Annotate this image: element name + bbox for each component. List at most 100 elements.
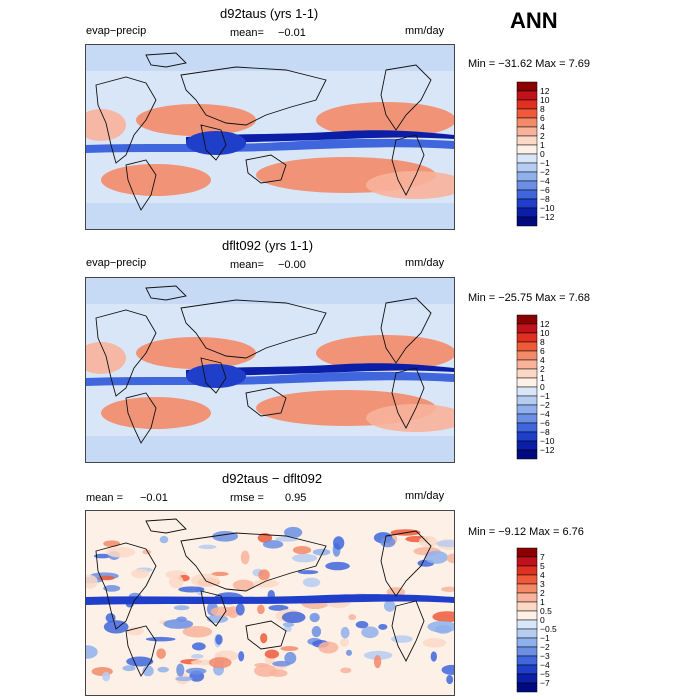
continent-outline — [145, 518, 187, 534]
continent-outline — [380, 64, 432, 131]
colorbar-swatch — [516, 90, 538, 101]
colorbar-swatch — [516, 314, 538, 325]
panel3-title: d92taus − dflt092 — [222, 471, 323, 486]
continent-outline — [125, 159, 157, 211]
panel3-colorbar: 7 5 4 3 2 1 0.5 0 −0.5 −1 −2 −3 −4 −5 −7 — [512, 546, 572, 694]
panel2-min-max: Min = −25.75 Max = 7.68 — [468, 292, 590, 304]
panel1-title: d92taus (yrs 1-1) — [220, 6, 319, 21]
colorbar-tick-label: 8 — [540, 104, 545, 114]
colorbar-tick-label: −6 — [540, 185, 550, 195]
continent-outline — [245, 154, 287, 184]
colorbar-tick-label: −8 — [540, 194, 550, 204]
colorbar-swatch — [516, 422, 538, 433]
colorbar-tick-label: 5 — [540, 561, 545, 571]
colorbar-swatch — [516, 359, 538, 370]
colorbar-swatch — [516, 162, 538, 173]
colorbar-tick-label: −5 — [540, 669, 550, 679]
panel1-map — [85, 44, 455, 230]
colorbar-swatch — [516, 332, 538, 343]
continent-outline — [391, 134, 425, 196]
panel1-colorbar: 12 10 8 6 4 2 1 0 −1 −2 −4 −6 −8 −10 −12 — [512, 80, 572, 228]
continent-outline — [95, 76, 157, 164]
continent-outline — [145, 52, 187, 68]
colorbar-swatch — [516, 180, 538, 191]
continent-outline — [380, 530, 432, 597]
panel1-variable-label: evap−precip — [86, 25, 147, 37]
colorbar-tick-label: 0.5 — [540, 606, 552, 616]
colorbar-tick-label: −4 — [540, 176, 550, 186]
continent-outline — [245, 387, 287, 417]
continent-outline — [200, 124, 227, 161]
colorbar-tick-label: 2 — [540, 364, 545, 374]
colorbar-tick-label: −7 — [540, 678, 550, 688]
colorbar-tick-label: −1 — [540, 391, 550, 401]
panel1-map-svg — [86, 45, 454, 229]
panel3-min-max: Min = −9.12 Max = 6.76 — [468, 526, 584, 538]
colorbar-swatch — [516, 440, 538, 451]
colorbar-tick-label: −1 — [540, 633, 550, 643]
colorbar-swatch — [516, 628, 538, 639]
colorbar-swatch — [516, 395, 538, 406]
colorbar-swatch — [516, 108, 538, 119]
colorbar-tick-label: 4 — [540, 355, 545, 365]
panel3-rmse-label: rmse = — [230, 492, 264, 504]
colorbar-tick-label: −2 — [540, 400, 550, 410]
colorbar-swatch — [516, 350, 538, 361]
colorbar-swatch — [516, 682, 538, 693]
colorbar-swatch — [516, 449, 538, 460]
colorbar-swatch — [516, 610, 538, 621]
season-label: ANN — [510, 8, 558, 33]
colorbar-swatch — [516, 198, 538, 209]
colorbar-tick-label: 12 — [540, 319, 550, 329]
continent-outline — [391, 367, 425, 429]
colorbar-tick-label: −2 — [540, 167, 550, 177]
colorbar-tick-label: 10 — [540, 328, 550, 338]
panel1-mean-value: −0.01 — [278, 27, 306, 39]
panel3-map — [85, 510, 455, 696]
colorbar-tick-label: 2 — [540, 131, 545, 141]
panel1-min-max: Min = −31.62 Max = 7.69 — [468, 58, 590, 70]
colorbar-tick-label: 1 — [540, 373, 545, 383]
panel1-units: mm/day — [405, 25, 445, 37]
colorbar-tick-label: 1 — [540, 597, 545, 607]
continent-outline — [180, 532, 327, 592]
colorbar-swatch — [516, 547, 538, 558]
colorbar-swatch — [516, 126, 538, 137]
colorbar-swatch — [516, 171, 538, 182]
colorbar-swatch — [516, 404, 538, 415]
continent-outline — [180, 299, 327, 359]
colorbar-swatch — [516, 189, 538, 200]
colorbar-swatch — [516, 601, 538, 612]
colorbar-tick-label: 4 — [540, 122, 545, 132]
colorbar-swatch — [516, 144, 538, 155]
colorbar-tick-label: −10 — [540, 436, 555, 446]
continent-outline — [391, 600, 425, 662]
colorbar-tick-label: −8 — [540, 427, 550, 437]
panel2-map — [85, 277, 455, 463]
continent-outline — [180, 66, 327, 126]
colorbar-swatch — [516, 135, 538, 146]
panel3-map-svg — [86, 511, 454, 695]
colorbar-swatch — [516, 556, 538, 567]
colorbar-tick-label: 2 — [540, 588, 545, 598]
panel2-map-svg — [86, 278, 454, 462]
panel2-units: mm/day — [405, 257, 445, 269]
continent-outline — [125, 392, 157, 444]
continent-outline — [145, 285, 187, 301]
colorbar-swatch — [516, 664, 538, 675]
colorbar-swatch — [516, 646, 538, 657]
panel2-colorbar: 12 10 8 6 4 2 1 0 −1 −2 −4 −6 −8 −10 −12 — [512, 313, 572, 461]
colorbar-swatch — [516, 574, 538, 585]
colorbar-swatch — [516, 583, 538, 594]
colorbar-tick-label: −0.5 — [540, 624, 557, 634]
colorbar-swatch — [516, 117, 538, 128]
colorbar-tick-label: 6 — [540, 346, 545, 356]
panel2-mean-label: mean= — [230, 259, 264, 271]
colorbar-swatch — [516, 565, 538, 576]
panel3-mean-value: −0.01 — [140, 492, 168, 504]
colorbar-swatch — [516, 673, 538, 684]
colorbar-tick-label: 1 — [540, 140, 545, 150]
